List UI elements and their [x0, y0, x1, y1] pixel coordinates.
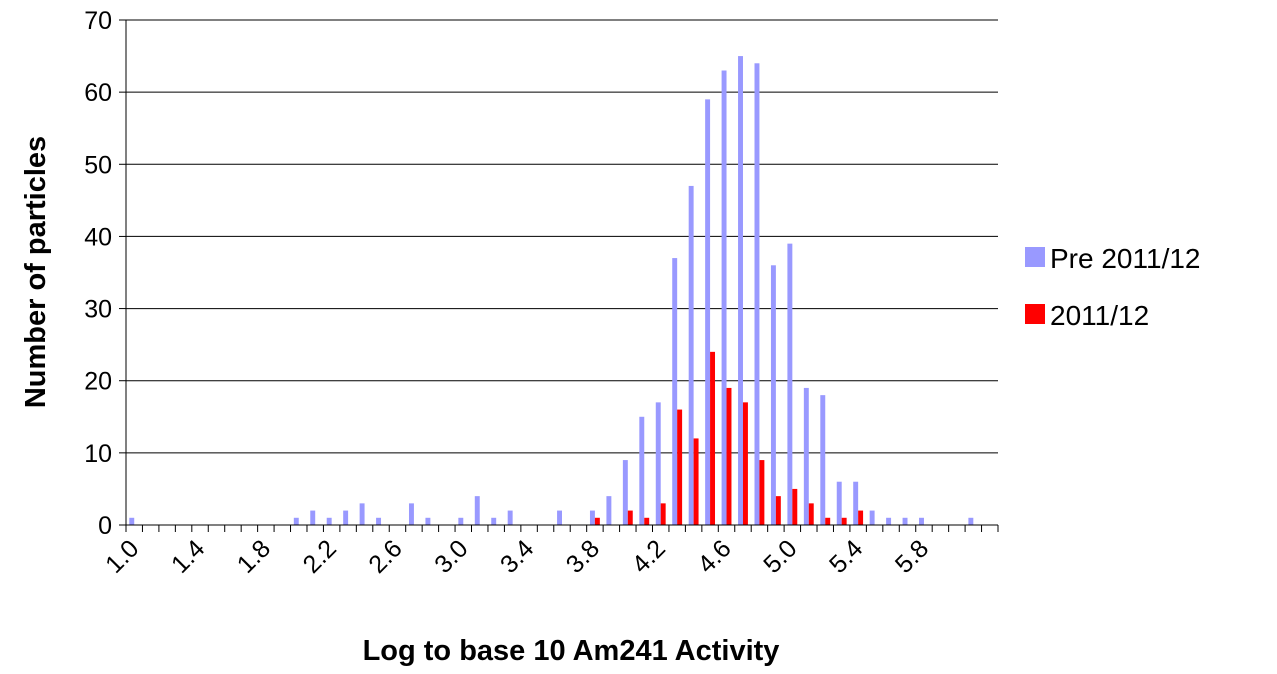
bar-pre-2011-12: [474, 496, 480, 525]
bar-pre-2011-12: [886, 517, 892, 525]
bar-pre-2011-12: [622, 460, 628, 525]
bar-pre-2011-12: [738, 56, 743, 525]
bar-2011-12: [710, 351, 716, 525]
y-tick-label: 40: [84, 223, 112, 251]
legend-swatch-pre-2011-12: [1025, 247, 1045, 267]
y-tick-label: 70: [84, 7, 112, 35]
x-tick-label: 1.4: [166, 534, 210, 578]
legend-label-2011-12: 2011/12: [1050, 300, 1149, 331]
x-tick-label: 5.4: [824, 534, 868, 578]
x-tick-label: 4.2: [627, 534, 671, 578]
bar-pre-2011-12: [869, 510, 875, 525]
bar-pre-2011-12: [359, 503, 365, 525]
bar-2011-12: [677, 409, 683, 525]
bar-2011-12: [742, 402, 748, 525]
bar-pre-2011-12: [754, 63, 760, 526]
bar-2011-12: [660, 503, 666, 525]
bar-pre-2011-12: [491, 517, 497, 525]
bar-pre-2011-12: [376, 517, 382, 525]
bar-pre-2011-12: [639, 416, 645, 525]
bar-pre-2011-12: [458, 517, 464, 525]
bar-2011-12: [858, 510, 864, 525]
y-tick-labels: 0 10 20 30 40 50 60 70: [84, 7, 112, 540]
legend-label-pre-2011-12: Pre 2011/12: [1050, 243, 1201, 274]
bar-2011-12: [594, 517, 600, 525]
bar-2011-12: [841, 517, 847, 525]
bar-pre-2011-12: [655, 402, 661, 525]
y-tick-label: 50: [84, 151, 112, 179]
gridlines: [126, 19, 998, 454]
bar-pre-2011-12: [606, 496, 612, 525]
bar-pre-2011-12: [919, 517, 924, 525]
bar-pre-2011-12: [787, 243, 793, 525]
x-tick-label: 4.6: [692, 534, 736, 578]
y-tick-label: 20: [84, 368, 112, 396]
x-tick-labels: 1.0 1.4 1.8 2.2 2.6 3.0 3.4 3.8 4.2 4.6 5.0 5.4 5.8: [100, 534, 934, 578]
x-tick-label: 5.8: [890, 534, 934, 578]
x-tick-label: 1.0: [100, 534, 144, 578]
bar-pre-2011-12: [705, 99, 711, 525]
bar-pre-2011-12: [293, 517, 299, 525]
bar-2011-12: [644, 517, 650, 525]
bar-pre-2011-12: [425, 517, 431, 525]
bar-2011-12: [775, 496, 781, 525]
bar-pre-2011-12: [557, 510, 562, 525]
bar-pre-2011-12: [688, 185, 694, 525]
y-axis-title: Number of particles: [20, 136, 52, 408]
bar-2011-12: [627, 510, 633, 525]
y-tick-label: 60: [84, 79, 112, 107]
bar-pre-2011-12: [507, 510, 513, 525]
y-tick-label: 0: [98, 512, 112, 540]
x-tick-label: 3.4: [495, 534, 539, 578]
bar-pre-2011-12: [968, 517, 974, 525]
y-tick-label: 30: [84, 296, 112, 324]
bar-pre-2011-12: [129, 517, 135, 525]
bar-pre-2011-12: [589, 510, 595, 525]
bar-2011-12: [726, 387, 732, 525]
legend: Pre 2011/12 2011/12: [1025, 243, 1201, 331]
bars: [129, 56, 974, 526]
bar-pre-2011-12: [902, 517, 908, 525]
bar-pre-2011-12: [820, 395, 826, 525]
bar-pre-2011-12: [836, 481, 842, 525]
bar-pre-2011-12: [672, 258, 678, 525]
bar-pre-2011-12: [326, 517, 332, 525]
bar-2011-12: [808, 503, 814, 525]
axes: [119, 19, 999, 532]
bar-pre-2011-12: [853, 481, 859, 525]
bar-2011-12: [693, 438, 699, 525]
plot-area: [126, 20, 998, 525]
bar-pre-2011-12: [408, 503, 414, 525]
x-tick-label: 2.2: [298, 534, 342, 578]
x-tick-label: 3.8: [561, 534, 605, 578]
bar-pre-2011-12: [770, 265, 776, 525]
bar-2011-12: [792, 488, 798, 525]
x-axis-title: Log to base 10 Am241 Activity: [363, 635, 780, 667]
legend-swatch-2011-12: [1025, 304, 1045, 324]
bar-pre-2011-12: [803, 387, 809, 525]
bar-2011-12: [759, 460, 765, 525]
x-tick-label: 3.0: [429, 534, 473, 578]
bar-pre-2011-12: [721, 70, 727, 525]
x-tick-label: 2.6: [363, 534, 407, 578]
bar-2011-12: [825, 517, 831, 525]
x-tick-label: 1.8: [232, 534, 276, 578]
x-tick-label: 5.0: [758, 534, 802, 578]
bar-pre-2011-12: [310, 510, 316, 525]
bar-pre-2011-12: [343, 510, 349, 525]
y-tick-label: 10: [84, 440, 112, 468]
